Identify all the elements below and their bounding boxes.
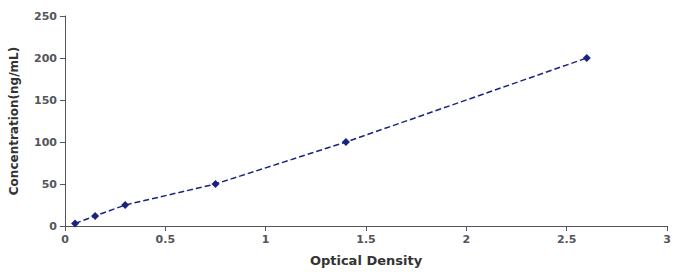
svg-text:100: 100 — [34, 136, 57, 149]
svg-text:Optical Density: Optical Density — [310, 253, 423, 268]
svg-text:2.5: 2.5 — [557, 233, 577, 246]
svg-text:0.5: 0.5 — [156, 233, 176, 246]
svg-text:50: 50 — [42, 178, 58, 191]
svg-text:0: 0 — [49, 220, 57, 233]
svg-text:Concentration(ng/mL): Concentration(ng/mL) — [7, 47, 21, 195]
svg-text:2: 2 — [463, 233, 471, 246]
svg-text:200: 200 — [34, 52, 57, 65]
svg-text:3: 3 — [663, 233, 671, 246]
svg-text:1.5: 1.5 — [356, 233, 376, 246]
svg-text:1: 1 — [262, 233, 270, 246]
svg-text:250: 250 — [34, 10, 57, 23]
svg-text:150: 150 — [34, 94, 57, 107]
svg-text:0: 0 — [61, 233, 69, 246]
